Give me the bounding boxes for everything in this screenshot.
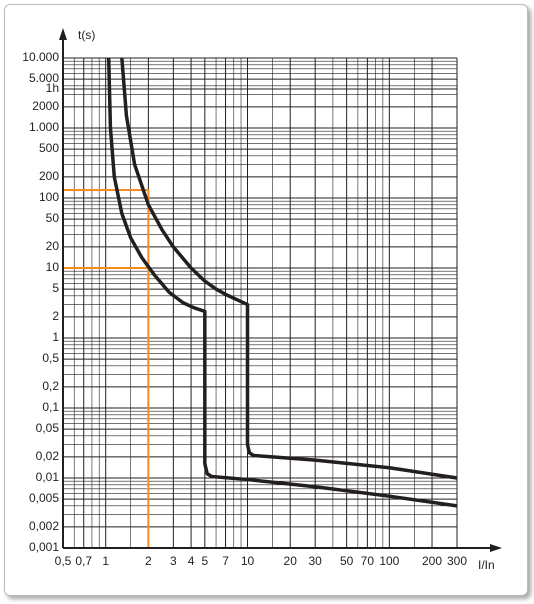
y-axis-arrow xyxy=(59,28,67,40)
y-tick-label: 20 xyxy=(46,239,60,253)
y-tick-label: 2 xyxy=(52,309,59,323)
x-tick-label: 7 xyxy=(222,554,229,568)
x-tick-label: 70 xyxy=(361,554,375,568)
x-tick-label: 3 xyxy=(170,554,177,568)
y-tick-label: 0,5 xyxy=(42,351,59,365)
x-tick-label: 30 xyxy=(308,554,322,568)
y-tick-label: 10 xyxy=(46,260,60,274)
x-tick-label: 5 xyxy=(201,554,208,568)
y-tick-label: 5.000 xyxy=(29,71,59,85)
x-tick-label: 300 xyxy=(447,554,467,568)
y-tick-label: 10.000 xyxy=(22,50,59,64)
x-axis-title: I/In xyxy=(478,558,495,572)
x-tick-label: 20 xyxy=(284,554,298,568)
x-tick-label: 0,5 xyxy=(55,554,72,568)
y-tick-label: 5 xyxy=(52,281,59,295)
x-tick-label: 1 xyxy=(102,554,109,568)
x-tick-label: 2 xyxy=(145,554,152,568)
y-tick-label: 0,2 xyxy=(42,379,59,393)
y-tick-label: 50 xyxy=(46,211,60,225)
y-tick-label: 1 xyxy=(52,330,59,344)
y-tick-label: 0,001 xyxy=(29,540,59,554)
y-tick-label: 200 xyxy=(39,169,59,183)
trip-curve xyxy=(106,57,458,508)
y-axis-title: t(s) xyxy=(78,28,95,42)
x-tick-label: 100 xyxy=(379,554,399,568)
x-axis-arrow xyxy=(490,544,502,552)
x-tick-label: 50 xyxy=(340,554,354,568)
x-tick-label: 200 xyxy=(422,554,442,568)
y-tick-label: 0,02 xyxy=(36,449,60,463)
x-tick-label: 0,7 xyxy=(75,554,92,568)
frame xyxy=(4,4,528,596)
y-tick-label: 0,01 xyxy=(36,470,60,484)
y-tick-label: 0,05 xyxy=(36,421,60,435)
x-tick-label: 4 xyxy=(188,554,195,568)
y-tick-label: 0,1 xyxy=(42,400,59,414)
trip-curve xyxy=(120,57,458,480)
y-tick-label: 0,002 xyxy=(29,519,59,533)
y-tick-label: 100 xyxy=(39,190,59,204)
x-tick-label: 10 xyxy=(241,554,255,568)
y-tick-label: 0,005 xyxy=(29,491,59,505)
guide-line xyxy=(63,189,150,548)
y-tick-label: 1.000 xyxy=(29,120,59,134)
y-tick-label: 500 xyxy=(39,141,59,155)
y-tick-label: 2000 xyxy=(32,99,59,113)
y-tick-label: 1h xyxy=(46,81,59,95)
